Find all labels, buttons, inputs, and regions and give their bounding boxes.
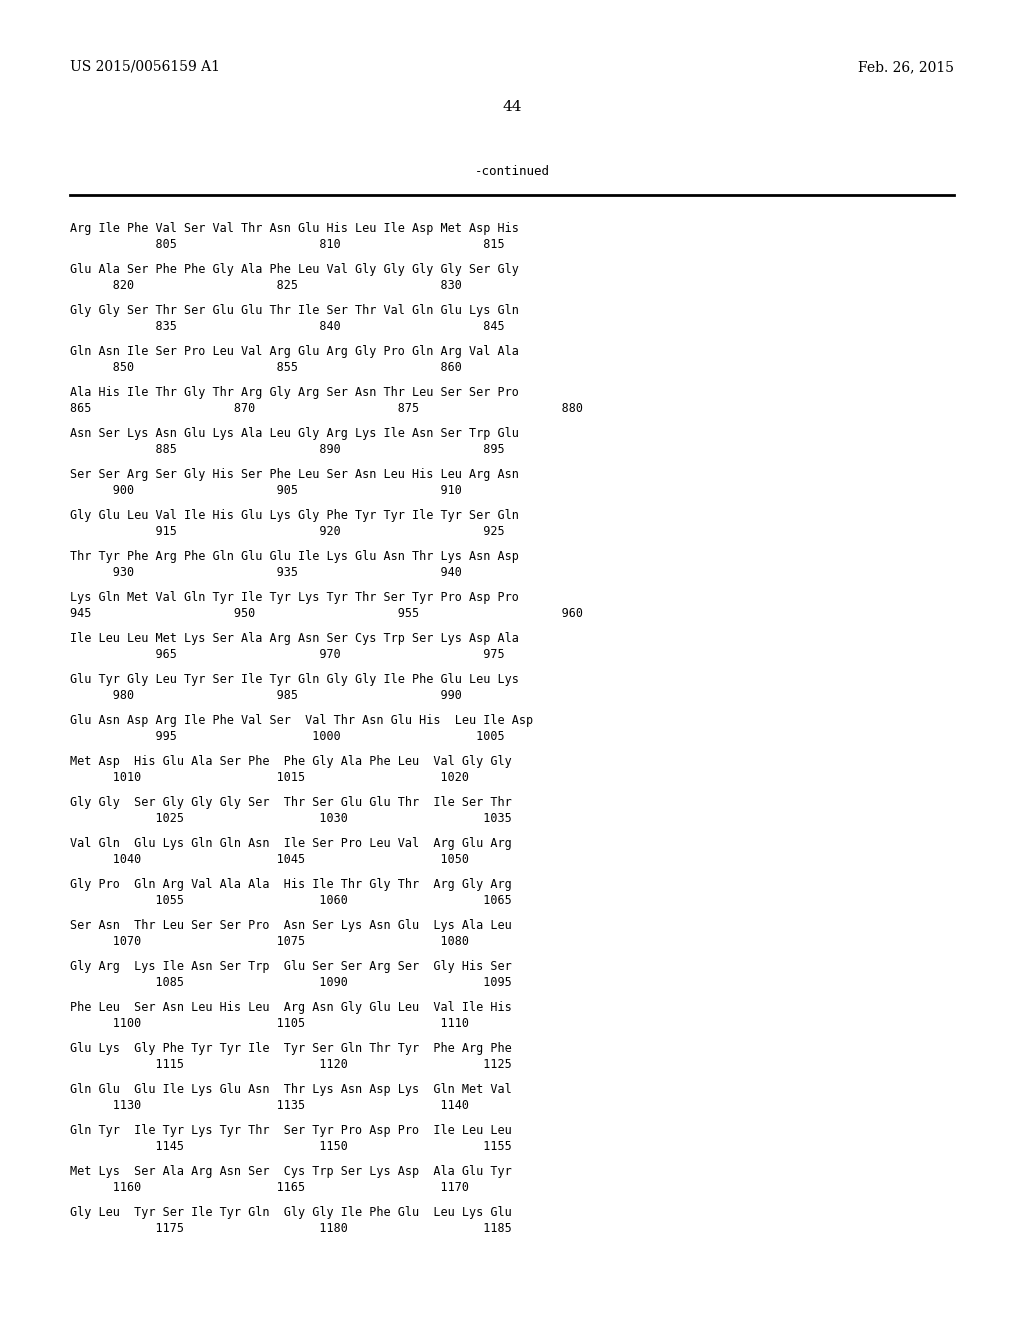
- Text: 900                    905                    910: 900 905 910: [70, 484, 462, 498]
- Text: 995                   1000                   1005: 995 1000 1005: [70, 730, 505, 743]
- Text: Asn Ser Lys Asn Glu Lys Ala Leu Gly Arg Lys Ile Asn Ser Trp Glu: Asn Ser Lys Asn Glu Lys Ala Leu Gly Arg …: [70, 426, 519, 440]
- Text: 930                    935                    940: 930 935 940: [70, 566, 462, 579]
- Text: Glu Lys  Gly Phe Tyr Tyr Ile  Tyr Ser Gln Thr Tyr  Phe Arg Phe: Glu Lys Gly Phe Tyr Tyr Ile Tyr Ser Gln …: [70, 1041, 512, 1055]
- Text: 1040                   1045                   1050: 1040 1045 1050: [70, 853, 469, 866]
- Text: 850                    855                    860: 850 855 860: [70, 360, 462, 374]
- Text: Lys Gln Met Val Gln Tyr Ile Tyr Lys Tyr Thr Ser Tyr Pro Asp Pro: Lys Gln Met Val Gln Tyr Ile Tyr Lys Tyr …: [70, 591, 519, 605]
- Text: Feb. 26, 2015: Feb. 26, 2015: [858, 59, 954, 74]
- Text: 1085                   1090                   1095: 1085 1090 1095: [70, 975, 512, 989]
- Text: Glu Tyr Gly Leu Tyr Ser Ile Tyr Gln Gly Gly Ile Phe Glu Leu Lys: Glu Tyr Gly Leu Tyr Ser Ile Tyr Gln Gly …: [70, 673, 519, 686]
- Text: Ile Leu Leu Met Lys Ser Ala Arg Asn Ser Cys Trp Ser Lys Asp Ala: Ile Leu Leu Met Lys Ser Ala Arg Asn Ser …: [70, 632, 519, 645]
- Text: 1130                   1135                   1140: 1130 1135 1140: [70, 1100, 469, 1111]
- Text: Ser Asn  Thr Leu Ser Ser Pro  Asn Ser Lys Asn Glu  Lys Ala Leu: Ser Asn Thr Leu Ser Ser Pro Asn Ser Lys …: [70, 919, 512, 932]
- Text: 1010                   1015                   1020: 1010 1015 1020: [70, 771, 469, 784]
- Text: Arg Ile Phe Val Ser Val Thr Asn Glu His Leu Ile Asp Met Asp His: Arg Ile Phe Val Ser Val Thr Asn Glu His …: [70, 222, 519, 235]
- Text: 915                    920                    925: 915 920 925: [70, 525, 505, 539]
- Text: 820                    825                    830: 820 825 830: [70, 279, 462, 292]
- Text: Gly Glu Leu Val Ile His Glu Lys Gly Phe Tyr Tyr Ile Tyr Ser Gln: Gly Glu Leu Val Ile His Glu Lys Gly Phe …: [70, 510, 519, 521]
- Text: Met Lys  Ser Ala Arg Asn Ser  Cys Trp Ser Lys Asp  Ala Glu Tyr: Met Lys Ser Ala Arg Asn Ser Cys Trp Ser …: [70, 1166, 512, 1177]
- Text: 835                    840                    845: 835 840 845: [70, 319, 505, 333]
- Text: Gln Asn Ile Ser Pro Leu Val Arg Glu Arg Gly Pro Gln Arg Val Ala: Gln Asn Ile Ser Pro Leu Val Arg Glu Arg …: [70, 345, 519, 358]
- Text: -continued: -continued: [474, 165, 550, 178]
- Text: 1025                   1030                   1035: 1025 1030 1035: [70, 812, 512, 825]
- Text: Val Gln  Glu Lys Gln Gln Asn  Ile Ser Pro Leu Val  Arg Glu Arg: Val Gln Glu Lys Gln Gln Asn Ile Ser Pro …: [70, 837, 512, 850]
- Text: 1115                   1120                   1125: 1115 1120 1125: [70, 1059, 512, 1071]
- Text: Phe Leu  Ser Asn Leu His Leu  Arg Asn Gly Glu Leu  Val Ile His: Phe Leu Ser Asn Leu His Leu Arg Asn Gly …: [70, 1001, 512, 1014]
- Text: Gly Gly  Ser Gly Gly Gly Ser  Thr Ser Glu Glu Thr  Ile Ser Thr: Gly Gly Ser Gly Gly Gly Ser Thr Ser Glu …: [70, 796, 512, 809]
- Text: Gly Arg  Lys Ile Asn Ser Trp  Glu Ser Ser Arg Ser  Gly His Ser: Gly Arg Lys Ile Asn Ser Trp Glu Ser Ser …: [70, 960, 512, 973]
- Text: 980                    985                    990: 980 985 990: [70, 689, 462, 702]
- Text: 1070                   1075                   1080: 1070 1075 1080: [70, 935, 469, 948]
- Text: 1160                   1165                   1170: 1160 1165 1170: [70, 1181, 469, 1195]
- Text: 1100                   1105                   1110: 1100 1105 1110: [70, 1016, 469, 1030]
- Text: 805                    810                    815: 805 810 815: [70, 238, 505, 251]
- Text: Gly Leu  Tyr Ser Ile Tyr Gln  Gly Gly Ile Phe Glu  Leu Lys Glu: Gly Leu Tyr Ser Ile Tyr Gln Gly Gly Ile …: [70, 1206, 512, 1218]
- Text: 945                    950                    955                    960: 945 950 955 960: [70, 607, 583, 620]
- Text: Glu Ala Ser Phe Phe Gly Ala Phe Leu Val Gly Gly Gly Gly Ser Gly: Glu Ala Ser Phe Phe Gly Ala Phe Leu Val …: [70, 263, 519, 276]
- Text: 965                    970                    975: 965 970 975: [70, 648, 505, 661]
- Text: 885                    890                    895: 885 890 895: [70, 444, 505, 455]
- Text: Gly Pro  Gln Arg Val Ala Ala  His Ile Thr Gly Thr  Arg Gly Arg: Gly Pro Gln Arg Val Ala Ala His Ile Thr …: [70, 878, 512, 891]
- Text: Gln Tyr  Ile Tyr Lys Tyr Thr  Ser Tyr Pro Asp Pro  Ile Leu Leu: Gln Tyr Ile Tyr Lys Tyr Thr Ser Tyr Pro …: [70, 1125, 512, 1137]
- Text: Met Asp  His Glu Ala Ser Phe  Phe Gly Ala Phe Leu  Val Gly Gly: Met Asp His Glu Ala Ser Phe Phe Gly Ala …: [70, 755, 512, 768]
- Text: Gly Gly Ser Thr Ser Glu Glu Thr Ile Ser Thr Val Gln Glu Lys Gln: Gly Gly Ser Thr Ser Glu Glu Thr Ile Ser …: [70, 304, 519, 317]
- Text: 1055                   1060                   1065: 1055 1060 1065: [70, 894, 512, 907]
- Text: 1145                   1150                   1155: 1145 1150 1155: [70, 1140, 512, 1152]
- Text: Ala His Ile Thr Gly Thr Arg Gly Arg Ser Asn Thr Leu Ser Ser Pro: Ala His Ile Thr Gly Thr Arg Gly Arg Ser …: [70, 385, 519, 399]
- Text: US 2015/0056159 A1: US 2015/0056159 A1: [70, 59, 220, 74]
- Text: Glu Asn Asp Arg Ile Phe Val Ser  Val Thr Asn Glu His  Leu Ile Asp: Glu Asn Asp Arg Ile Phe Val Ser Val Thr …: [70, 714, 534, 727]
- Text: 1175                   1180                   1185: 1175 1180 1185: [70, 1222, 512, 1236]
- Text: 44: 44: [502, 100, 522, 114]
- Text: Ser Ser Arg Ser Gly His Ser Phe Leu Ser Asn Leu His Leu Arg Asn: Ser Ser Arg Ser Gly His Ser Phe Leu Ser …: [70, 469, 519, 480]
- Text: Gln Glu  Glu Ile Lys Glu Asn  Thr Lys Asn Asp Lys  Gln Met Val: Gln Glu Glu Ile Lys Glu Asn Thr Lys Asn …: [70, 1082, 512, 1096]
- Text: 865                    870                    875                    880: 865 870 875 880: [70, 403, 583, 414]
- Text: Thr Tyr Phe Arg Phe Gln Glu Glu Ile Lys Glu Asn Thr Lys Asn Asp: Thr Tyr Phe Arg Phe Gln Glu Glu Ile Lys …: [70, 550, 519, 564]
